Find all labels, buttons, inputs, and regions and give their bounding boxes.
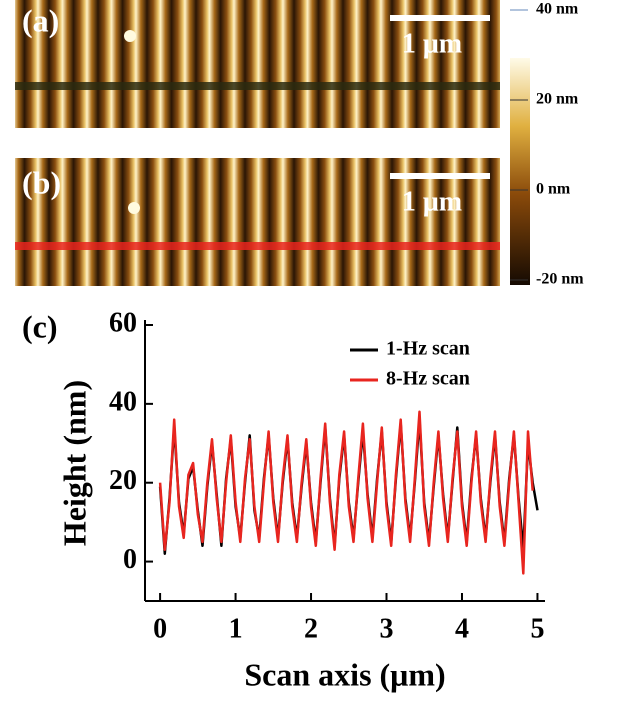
afm-image-b: (b) 1 μm (15, 158, 500, 286)
data-line (158, 410, 534, 575)
colorbar-tick-label: 40 nm (536, 1, 579, 18)
y-axis-label: Height (nm) (56, 380, 92, 546)
x-axis-label: Scan axis (μm) (244, 656, 445, 692)
scale-bar-label: 1 μm (402, 186, 462, 217)
x-tick-label: 2 (304, 613, 318, 644)
y-tick-label: 60 (109, 307, 137, 338)
panel-label: (c) (22, 308, 58, 344)
colorbar (510, 58, 530, 285)
colorbar-tick-label: -20 nm (536, 271, 584, 288)
legend-label: 8-Hz scan (386, 368, 470, 390)
afm-image-a: (a) 1 μm (15, 0, 500, 128)
colorbar-tick-label: 0 nm (536, 181, 571, 198)
scale-bar-label: 1 μm (402, 28, 462, 59)
colorbar-tick-label: 20 nm (536, 91, 579, 108)
y-tick-label: 0 (123, 544, 137, 575)
y-tick-label: 20 (109, 465, 137, 496)
panel-label: (a) (22, 2, 59, 38)
x-tick-label: 1 (229, 613, 243, 644)
x-tick-label: 0 (153, 613, 167, 644)
x-tick-label: 4 (455, 613, 469, 644)
legend-label: 1-Hz scan (386, 338, 470, 360)
panel-label: (b) (22, 164, 61, 200)
x-tick-label: 5 (530, 613, 544, 644)
x-tick-label: 3 (380, 613, 394, 644)
y-tick-label: 40 (109, 386, 137, 417)
